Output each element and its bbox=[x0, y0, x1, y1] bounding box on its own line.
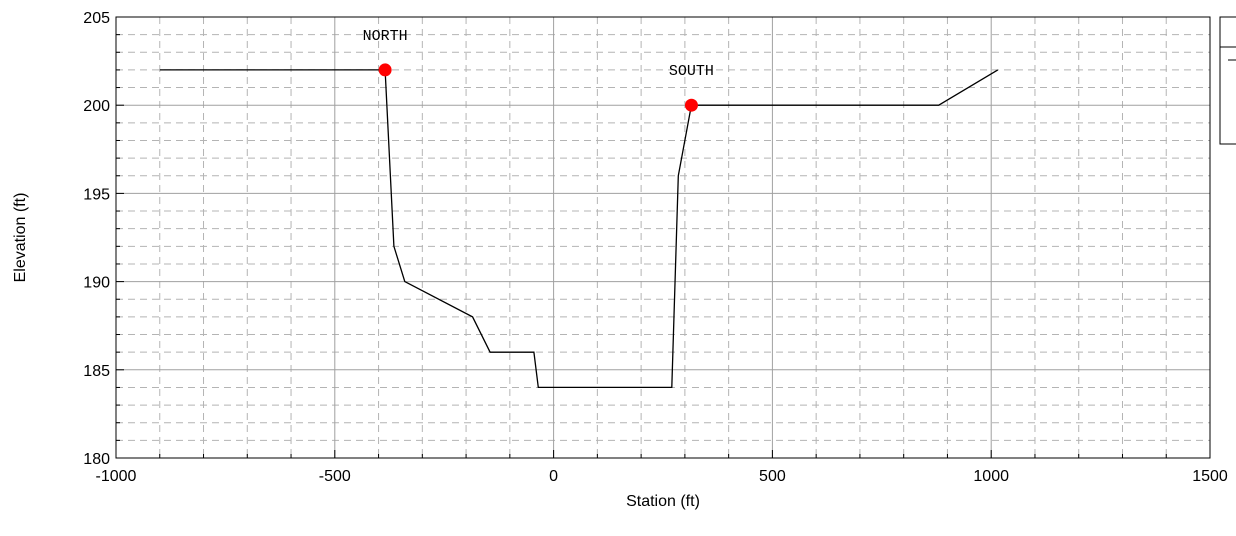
axis-ticks bbox=[115, 16, 1211, 459]
y-tick-labels: 180 185 190 195 200 205 bbox=[83, 10, 110, 468]
marker-label: SOUTH bbox=[669, 63, 714, 80]
plot-frame bbox=[115, 16, 1211, 459]
minor-grid bbox=[116, 17, 1210, 458]
x-tick-label: -500 bbox=[319, 468, 351, 485]
y-tick-label: 190 bbox=[83, 275, 110, 292]
legend-box bbox=[1219, 16, 1236, 145]
x-tick-label: 500 bbox=[759, 468, 786, 485]
y-tick-label: 185 bbox=[83, 363, 110, 380]
x-tick-label: 1500 bbox=[1192, 468, 1228, 485]
marker-layer: NORTH SOUTH bbox=[363, 28, 714, 112]
x-tick-label: -1000 bbox=[96, 468, 137, 485]
x-axis-label: Station (ft) bbox=[626, 493, 700, 510]
major-grid bbox=[115, 16, 1211, 459]
y-tick-label: 195 bbox=[83, 186, 110, 203]
y-axis-label: Elevation (ft) bbox=[12, 193, 29, 283]
marker-point bbox=[684, 98, 698, 112]
y-tick-label: 205 bbox=[83, 10, 110, 27]
y-tick-label: 180 bbox=[83, 451, 110, 468]
x-tick-labels: -1000 -500 0 500 1000 1500 bbox=[96, 468, 1228, 485]
marker-point bbox=[378, 63, 392, 77]
legend-frame bbox=[1219, 16, 1236, 145]
x-tick-label: 0 bbox=[549, 468, 558, 485]
y-tick-label: 200 bbox=[83, 98, 110, 115]
x-tick-label: 1000 bbox=[973, 468, 1009, 485]
marker-label: NORTH bbox=[363, 28, 408, 45]
